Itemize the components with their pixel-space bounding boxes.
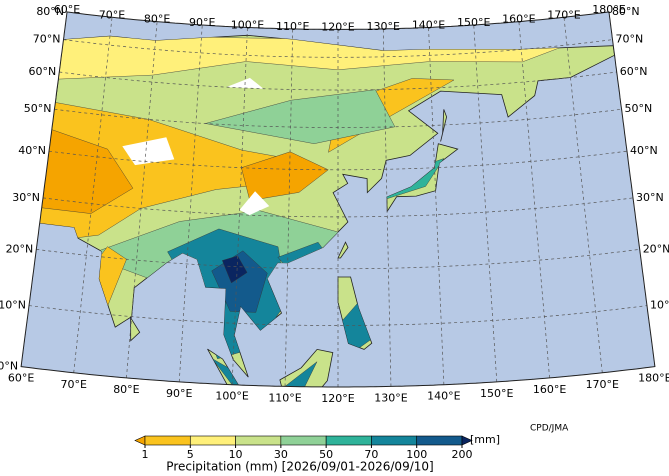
latitude-label-left: 60°N — [29, 65, 57, 78]
colorbar-tick-label: 10 — [229, 448, 243, 461]
longitude-label-bottom: 90°E — [166, 387, 192, 400]
longitude-label-bottom: 70°E — [60, 378, 86, 391]
longitude-label-bottom: 170°E — [586, 378, 619, 391]
latitude-label-right: 60°N — [620, 65, 648, 78]
longitude-label-bottom: 120°E — [321, 392, 354, 405]
latitude-label-left: 20°N — [6, 242, 34, 255]
longitude-label-top: 170°E — [547, 8, 580, 21]
no-data-area — [239, 191, 270, 216]
latitude-line — [63, 39, 613, 58]
unit-label: [mm] — [470, 433, 500, 446]
latitude-label-left: 30°N — [12, 191, 40, 204]
precip-area — [222, 255, 248, 284]
colorbar-tick-label: 200 — [452, 448, 473, 461]
longitude-label-top: 70°E — [99, 8, 125, 21]
latitude-label-right: 30°N — [636, 191, 664, 204]
latitude-label-right: 20°N — [643, 242, 669, 255]
longitude-label-top: 90°E — [189, 16, 215, 29]
precip-area — [212, 358, 318, 388]
longitude-label-bottom: 160°E — [533, 383, 566, 396]
colorbar-segment — [189, 435, 236, 446]
map-title: Precipitation (mm) [2026/09/01-2026/09/1… — [166, 460, 433, 474]
credit: CPD/JMA — [530, 424, 569, 434]
latitude-label-left: 10°N — [0, 299, 26, 312]
longitude-label-bottom: 180°E — [638, 372, 669, 385]
latitude-label-left: 0°N — [0, 360, 18, 373]
colorbar-segment — [144, 435, 191, 446]
latitude-label-right: 80°N — [612, 5, 640, 18]
colorbar-tick-label: 1 — [142, 448, 149, 461]
longitude-label-bottom: 80°E — [113, 383, 139, 396]
longitude-label-top: 180°E — [592, 3, 625, 16]
colorbar-low — [134, 435, 146, 446]
colorbar-tick-label: 5 — [187, 448, 194, 461]
colorbar-high — [461, 435, 473, 446]
map-border — [20, 11, 656, 388]
latitude-label-left: 80°N — [36, 5, 64, 18]
colorbar-segment — [280, 435, 327, 446]
longitude-label-top: 80°E — [144, 13, 170, 26]
colorbar-segment — [416, 435, 463, 446]
longitude-label-top: 160°E — [502, 13, 535, 26]
longitude-label-top: 120°E — [321, 20, 354, 33]
longitude-label-top: 100°E — [231, 18, 264, 31]
latitude-label-right: 40°N — [630, 144, 658, 157]
colorbar-segment — [235, 435, 282, 446]
longitude-label-bottom: 150°E — [480, 387, 513, 400]
latitude-label-right: 50°N — [625, 102, 653, 115]
longitude-label-bottom: 130°E — [374, 391, 407, 404]
longitude-label-top: 110°E — [276, 20, 309, 33]
longitude-label-bottom: 140°E — [427, 390, 460, 403]
colorbar-tick-label: 30 — [274, 448, 288, 461]
latitude-label-left: 70°N — [33, 33, 61, 46]
colorbar: 1 5 10 30 50 70 100 200 — [134, 435, 473, 461]
colorbar-segment — [325, 435, 372, 446]
longitude-label-bottom: 60°E — [8, 372, 34, 385]
precip-field — [39, 35, 568, 388]
colorbar-segment — [371, 435, 418, 446]
no-data-area — [122, 137, 175, 166]
colorbar-tick-label: 70 — [364, 448, 378, 461]
precip-area — [241, 151, 329, 201]
colorbar-tick-label: 100 — [406, 448, 427, 461]
latitude-label-right: 70°N — [616, 33, 644, 46]
longitude-label-top: 140°E — [412, 18, 445, 31]
colorbar-tick-label: 50 — [319, 448, 333, 461]
longitude-label-bottom: 110°E — [268, 391, 301, 404]
longitude-label-top: 60°E — [54, 3, 80, 16]
latitude-label-left: 40°N — [18, 144, 46, 157]
latitude-label-left: 50°N — [24, 102, 52, 115]
latitude-line — [36, 248, 640, 270]
longitude-label-top: 150°E — [457, 16, 490, 29]
longitude-label-bottom: 100°E — [215, 390, 248, 403]
latitude-label-right: 10°N — [650, 299, 669, 312]
longitude-label-top: 130°E — [367, 20, 400, 33]
